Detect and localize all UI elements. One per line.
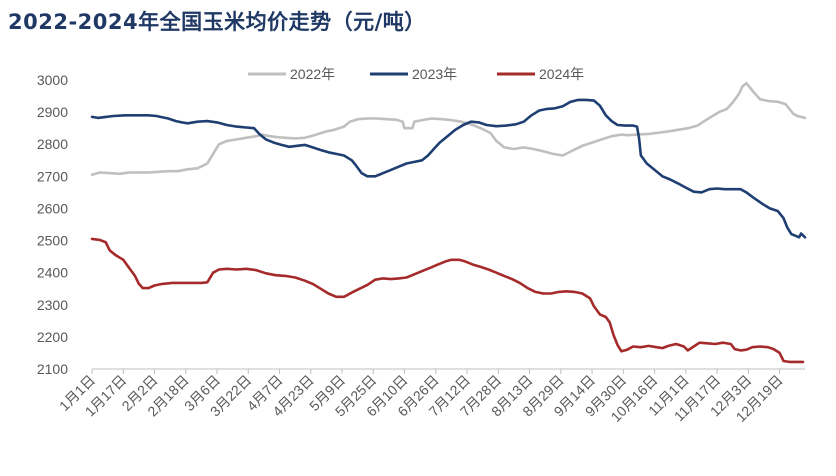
y-tick-label: 2300 xyxy=(37,297,68,313)
series-line-2022 xyxy=(90,81,807,176)
y-tick-label: 2700 xyxy=(37,168,68,184)
y-tick-label: 3000 xyxy=(37,72,68,88)
y-tick-label: 2900 xyxy=(37,104,68,120)
y-tick-label: 2100 xyxy=(37,361,68,377)
chart-title: 2022-2024年全国玉米均价走势（元/吨） xyxy=(8,10,426,34)
legend-label: 2022年 xyxy=(290,66,335,82)
y-tick-label: 2400 xyxy=(37,265,68,281)
y-tick-label: 2800 xyxy=(37,136,68,152)
y-axis: 2100 2200 2300 2400 2500 2600 2700 2800 2900 3000 xyxy=(37,72,68,377)
legend: 2022年 2023年 2024年 xyxy=(248,66,584,82)
series-layer xyxy=(90,81,807,364)
legend-label: 2023年 xyxy=(412,66,457,82)
y-tick-label: 2500 xyxy=(37,233,68,249)
x-axis: 1月1日1月17日2月2日2月18日3月6日3月22日4月7日4月23日5月9日… xyxy=(56,368,805,425)
series-line-2024 xyxy=(90,237,805,364)
y-tick-label: 2600 xyxy=(37,200,68,216)
legend-label: 2024年 xyxy=(539,66,584,82)
series-line-2023 xyxy=(90,98,807,239)
y-tick-label: 2200 xyxy=(37,329,68,345)
